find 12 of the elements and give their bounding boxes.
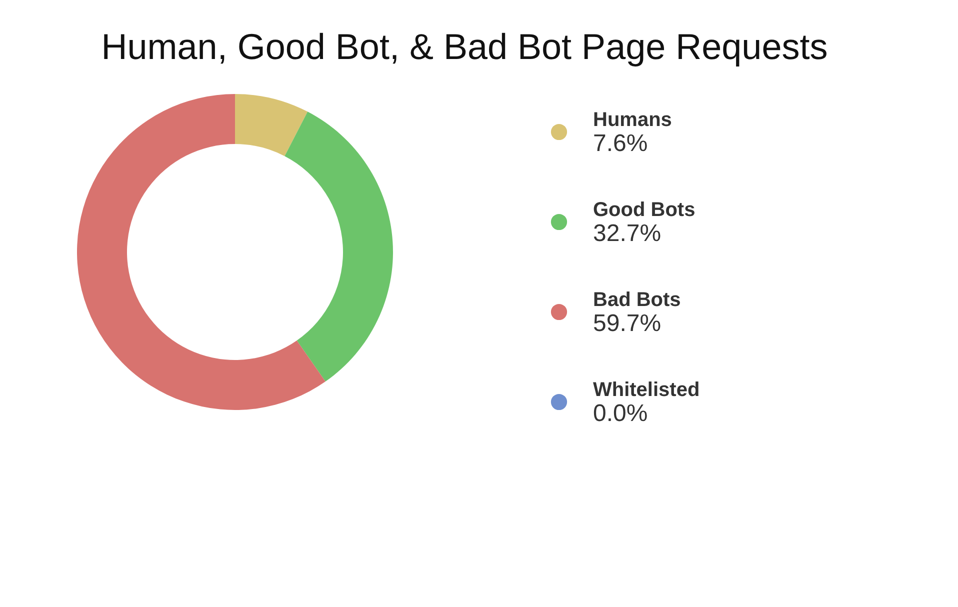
legend-label: Bad Bots xyxy=(593,289,681,311)
donut-slice xyxy=(77,94,326,410)
legend-label: Whitelisted xyxy=(593,379,700,401)
chart-title: Human, Good Bot, & Bad Bot Page Requests xyxy=(101,26,828,67)
data-label: 7.6% xyxy=(593,130,648,157)
legend-label: Good Bots xyxy=(593,199,696,221)
legend-label: Humans xyxy=(593,109,672,131)
donut-slice xyxy=(235,94,308,156)
text: 0.0% xyxy=(593,400,648,427)
data-label: 32.7% xyxy=(593,220,662,247)
donut-slice xyxy=(284,112,393,382)
data-label: 59.7% xyxy=(593,310,662,337)
